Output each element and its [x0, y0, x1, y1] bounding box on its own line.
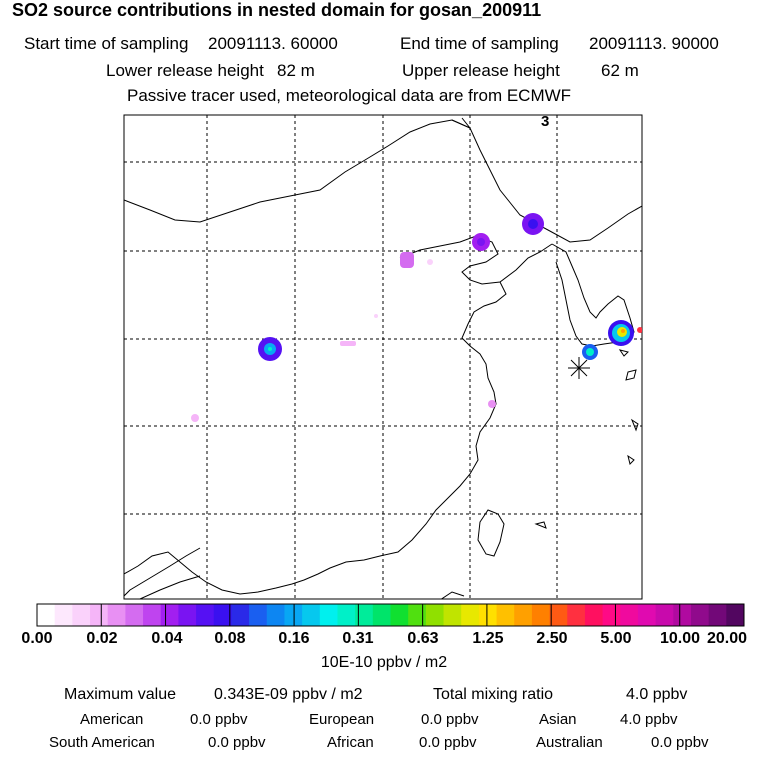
colorbar-cell: [549, 604, 568, 626]
colorbar-cell: [143, 604, 162, 626]
region-name: South American: [49, 734, 155, 751]
colorbar-tick: 20.00: [706, 630, 748, 647]
colorbar-cell: [408, 604, 427, 626]
region-value: 0.0 ppbv: [419, 734, 477, 751]
colorbar-tick: 0.31: [342, 630, 374, 647]
colorbar-cell: [655, 604, 674, 626]
region-value: 0.0 ppbv: [421, 711, 479, 728]
colorbar-tick: 10.00: [659, 630, 701, 647]
colorbar-cell: [496, 604, 515, 626]
colorbar-cell: [708, 604, 727, 626]
start-time-label: Start time of sampling: [24, 34, 189, 53]
hotspot-shanxi: [400, 252, 414, 268]
hotspot-lanzhou: [340, 341, 356, 346]
total-mixing-label: Total mixing ratio: [433, 686, 554, 703]
region-value: 0.0 ppbv: [208, 734, 266, 751]
colorbar-cell: [461, 604, 480, 626]
colorbar-tick: 0.00: [21, 630, 53, 647]
colorbar-cell: [690, 604, 710, 626]
colorbar-tick: 0.02: [86, 630, 118, 647]
colorbar-cell: [584, 604, 604, 626]
colorbar-cell: [125, 604, 144, 626]
colorbar-cell: [54, 604, 73, 626]
region-name: Asian: [539, 711, 577, 728]
colorbar-tick: 2.50: [536, 630, 568, 647]
colorbar-cell: [249, 604, 268, 626]
map-label: 3: [541, 113, 549, 130]
colorbar-cell: [726, 604, 745, 626]
colorbar-cell: [673, 604, 692, 626]
grid-lines: [124, 115, 642, 599]
end-time-value: 20091113. 90000: [589, 34, 719, 53]
start-time-value: 20091113. 60000: [208, 34, 338, 53]
max-value-label: Maximum value: [64, 686, 177, 703]
colorbar-cell: [302, 604, 321, 626]
colorbar-cells: [37, 604, 745, 626]
region-value: 4.0 ppbv: [620, 711, 678, 728]
colorbar-cell: [90, 604, 109, 626]
region-name: African: [327, 734, 374, 751]
colorbar-cell: [213, 604, 232, 626]
colorbar-tick: 0.04: [151, 630, 183, 647]
colorbar-cell: [319, 604, 338, 626]
coastlines: [124, 117, 642, 599]
upper-height-label: Upper release height: [402, 61, 560, 80]
chart-title: SO2 source contributions in nested domai…: [12, 0, 542, 20]
region-value: 0.0 ppbv: [190, 711, 248, 728]
colorbar-cell: [514, 604, 533, 626]
colorbar-cell: [602, 604, 621, 626]
colorbar-tick: 5.00: [600, 630, 632, 647]
colorbar-cell: [107, 604, 126, 626]
hotspot-shanghai: [488, 400, 496, 408]
lower-height-label: Lower release height: [106, 61, 264, 80]
colorbar-cell: [284, 604, 303, 626]
region-name: European: [309, 711, 375, 728]
colorbar-tick: 0.16: [278, 630, 310, 647]
region-name: American: [80, 711, 144, 728]
colorbar-cell: [196, 604, 215, 626]
colorbar-tick: 1.25: [472, 630, 504, 647]
colorbar-cell: [390, 604, 409, 626]
tracer-note: Passive tracer used, meteorological data…: [127, 86, 572, 105]
colorbar-cell: [637, 604, 657, 626]
colorbar-units: 10E-10 ppbv / m2: [320, 654, 448, 671]
colorbar-frame: [36, 603, 745, 627]
colorbar-cell: [620, 604, 639, 626]
colorbar-cell: [160, 604, 179, 626]
hotspots: [191, 213, 642, 422]
colorbar-tick: 0.63: [407, 630, 439, 647]
colorbar-cell: [337, 604, 356, 626]
receptor-marker: [568, 357, 590, 379]
upper-height-value: 62 m: [601, 61, 639, 80]
colorbar-cell: [266, 604, 285, 626]
hotspot-guizhou: [191, 414, 199, 422]
colorbar-cell: [531, 604, 551, 626]
colorbar-cell: [443, 604, 462, 626]
lower-height-value: 82 m: [277, 61, 315, 80]
colorbar-cell: [567, 604, 586, 626]
colorbar-cell: [425, 604, 445, 626]
total-mixing-value: 4.0 ppbv: [626, 686, 688, 703]
colorbar-cell: [372, 604, 391, 626]
colorbar-cell: [355, 604, 374, 626]
colorbar-cell: [72, 604, 91, 626]
region-name: Australian: [536, 734, 603, 751]
colorbar-cell: [37, 604, 56, 626]
region-value: 0.0 ppbv: [651, 734, 709, 751]
colorbar-cell: [478, 604, 498, 626]
end-time-label: End time of sampling: [400, 34, 559, 53]
colorbar-cell: [231, 604, 250, 626]
colorbar-cell: [178, 604, 197, 626]
colorbar-separators: [100, 604, 681, 626]
colorbar-tick: 0.08: [214, 630, 246, 647]
max-value: 0.343E-09 ppbv / m2: [214, 686, 363, 703]
